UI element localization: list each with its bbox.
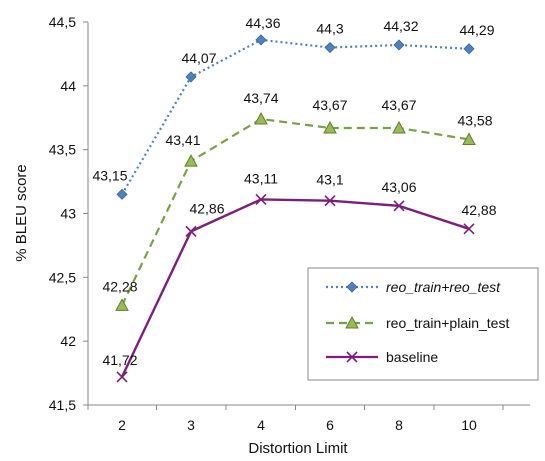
- data-label: 43,11: [244, 170, 278, 186]
- legend-marker: [345, 315, 359, 329]
- data-point: [255, 193, 267, 206]
- data-point: [184, 154, 198, 167]
- data-point: [393, 39, 405, 51]
- legend-marker: [346, 351, 358, 363]
- data-label: 43,67: [312, 97, 347, 113]
- data-label: 43,74: [243, 90, 278, 106]
- data-label: 44,29: [459, 22, 494, 38]
- data-point: [392, 120, 406, 134]
- data-point: [324, 41, 336, 54]
- y-tick-label: 42,5: [49, 269, 76, 285]
- data-point: [462, 132, 476, 145]
- x-tick-label: 8: [395, 417, 403, 433]
- y-tick-label: 43,5: [49, 142, 76, 158]
- data-label: 41,72: [102, 352, 137, 368]
- data-point: [116, 371, 128, 383]
- x-tick-label: 4: [257, 417, 265, 433]
- x-tick-label: 3: [187, 417, 195, 433]
- data-label: 43,58: [457, 112, 492, 128]
- x-tick-label: 10: [461, 417, 477, 433]
- data-point: [185, 71, 197, 83]
- data-label: 42,88: [461, 202, 496, 218]
- series-reo_train+plain_test: 42,28 43,41 43,74 43,67 43,67 43,58: [102, 90, 493, 311]
- y-tick-label: 41,5: [49, 397, 76, 413]
- data-label: 43,41: [165, 132, 200, 148]
- y-tick-label: 42: [60, 333, 76, 349]
- data-label: 44,3: [316, 21, 343, 37]
- series-line: [121, 117, 470, 306]
- data-label: 42,86: [189, 200, 224, 216]
- data-label: 44,32: [383, 18, 418, 34]
- series-line: [120, 198, 470, 378]
- data-label: 43,1: [316, 172, 343, 188]
- data-point: [324, 195, 336, 207]
- legend-label: reo_train+plain_test: [386, 315, 509, 331]
- y-tick-label: 44: [60, 78, 76, 94]
- x-tick-label: 2: [118, 417, 126, 433]
- y-tick-label: 43: [60, 206, 76, 222]
- data-point: [323, 120, 337, 134]
- data-label: 43,67: [381, 97, 416, 113]
- legend-item: baseline: [326, 349, 438, 365]
- data-label: 44,07: [181, 50, 216, 66]
- data-point: [463, 43, 475, 55]
- data-point: [255, 34, 267, 46]
- legend-items: reo_train+reo_test reo_train+plain_testba…: [326, 279, 509, 365]
- series-line: [121, 38, 470, 195]
- legend-item: reo_train+reo_test: [326, 279, 501, 295]
- legend-label: reo_train+reo_test: [386, 279, 501, 295]
- series-reo_train+reo_test: 43,15 44,07 44,36 44,3 44,32 44,29: [92, 15, 495, 200]
- legend: reo_train+reo_test reo_train+plain_testba…: [307, 267, 539, 381]
- data-label: 43,15: [92, 167, 127, 183]
- data-label: 43,06: [381, 179, 416, 195]
- legend-item: reo_train+plain_test: [326, 315, 509, 331]
- x-tick-label: 6: [326, 417, 334, 433]
- data-point: [393, 200, 405, 212]
- legend-marker: [346, 281, 358, 293]
- data-point: [463, 223, 475, 235]
- data-point: [185, 225, 197, 237]
- y-axis-title: % BLEU score: [13, 164, 30, 262]
- data-point: [115, 298, 129, 311]
- data-point: [116, 188, 128, 200]
- x-axis-title: Distortion Limit: [248, 440, 348, 457]
- x-ticks: 2 3 4 6 8 10: [87, 405, 504, 433]
- data-label: 42,28: [102, 278, 137, 294]
- series-baseline: 41,72 42,86 43,11 43,1 43,06 42,88: [102, 170, 497, 383]
- y-tick-label: 44,5: [49, 14, 76, 30]
- data-point: [254, 111, 268, 125]
- legend-label: baseline: [386, 349, 438, 365]
- data-label: 44,36: [245, 15, 280, 31]
- y-ticks: 41,5 42 42,5 43 43,5 44 44,5: [49, 14, 88, 413]
